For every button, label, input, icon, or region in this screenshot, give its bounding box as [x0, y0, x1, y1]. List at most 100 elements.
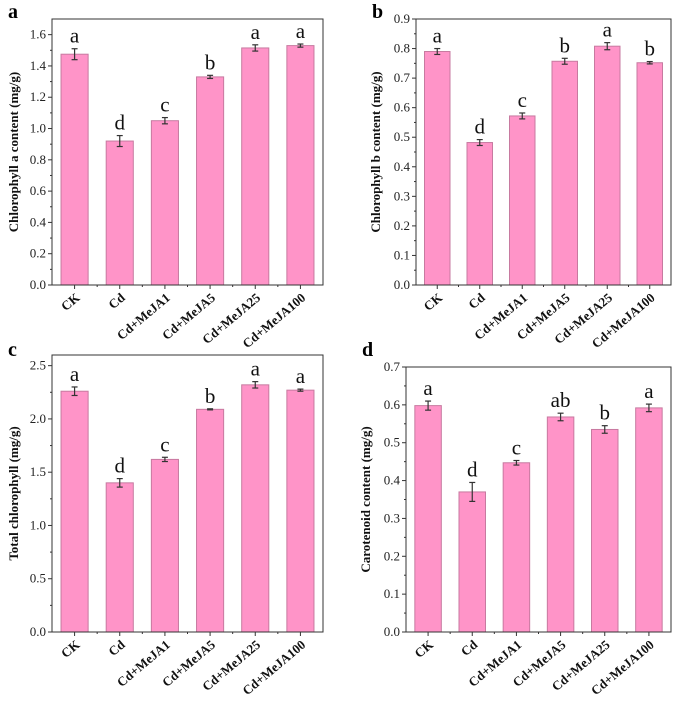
error-bar — [71, 386, 78, 397]
error-bar — [116, 477, 123, 488]
error-bar — [513, 459, 520, 466]
error-bar — [519, 112, 526, 120]
significance-letter: a — [70, 24, 80, 48]
plot-frame — [415, 18, 672, 286]
error-bar — [297, 43, 304, 48]
bar-CK — [414, 405, 442, 633]
y-tick-label: 1.6 — [30, 27, 47, 42]
panel-letter: d — [362, 339, 373, 361]
plot-frame — [405, 366, 672, 633]
significance-letter: a — [70, 362, 80, 386]
error-bar — [476, 138, 483, 147]
y-tick-label: 0.0 — [394, 277, 410, 292]
bar-Cd — [105, 482, 134, 633]
significance-letter: ab — [551, 388, 571, 412]
panel-letter: b — [372, 1, 383, 23]
significance-letter: b — [205, 384, 216, 408]
panel-c: caCKdCdcCd+MeJA1bCd+MeJA5aCd+MeJA25aCd+M… — [6, 339, 324, 698]
error-bar — [604, 42, 611, 51]
y-axis-label: Total chlorophyll (mg/g) — [6, 426, 21, 560]
error-bar — [601, 425, 608, 434]
error-bar — [434, 47, 441, 56]
y-tick-label: 0.1 — [384, 586, 400, 601]
significance-letter: c — [160, 93, 169, 117]
y-tick-label: 0.5 — [394, 129, 410, 144]
bar-Cd+MeJA100 — [635, 407, 663, 633]
error-bar — [207, 408, 214, 411]
bar-CK — [60, 390, 89, 633]
y-tick-label: 0.5 — [384, 435, 400, 450]
y-tick-label: 0.7 — [384, 359, 401, 374]
y-tick-label: 0.8 — [30, 152, 46, 167]
y-tick-label: 0.0 — [30, 624, 46, 639]
error-bar — [71, 48, 78, 61]
significance-letter: a — [296, 19, 306, 43]
y-tick-label: 0.7 — [394, 70, 411, 85]
y-tick-label: 0.5 — [30, 571, 46, 586]
significance-letter: d — [475, 115, 486, 139]
y-tick-label: 0.0 — [384, 624, 400, 639]
y-tick-label: 0.0 — [30, 277, 46, 292]
error-bar — [207, 74, 214, 80]
significance-letter: a — [296, 364, 306, 388]
significance-letter: b — [560, 33, 571, 57]
panel-a: aaCKdCdcCd+MeJA1bCd+MeJA5aCd+MeJA25aCd+M… — [6, 1, 324, 351]
error-bar — [161, 116, 168, 125]
bar-Cd+MeJA1 — [502, 462, 531, 633]
error-bar — [425, 400, 432, 411]
y-tick-label: 1.5 — [30, 464, 46, 479]
panel-d: daCKdCdcCd+MeJA1abCd+MeJA5bCd+MeJA25aCd+… — [358, 339, 672, 698]
y-tick-label: 0.6 — [30, 183, 47, 198]
bar-Cd+MeJA1 — [150, 458, 179, 633]
x-tick-label: Cd — [105, 289, 128, 312]
significance-letter: a — [603, 18, 613, 42]
y-tick-label: 0.2 — [384, 548, 400, 563]
bar-Cd+MeJA100 — [636, 62, 663, 286]
significance-letter: a — [423, 376, 433, 400]
error-bar — [161, 456, 168, 463]
bar-Cd+MeJA5 — [546, 416, 575, 633]
y-axis-label: Carotenoid content (mg/g) — [358, 426, 373, 572]
panel-letter: a — [8, 1, 18, 23]
bar-Cd — [458, 491, 486, 633]
panel-b: baCKdCdcCd+MeJA1bCd+MeJA5aCd+MeJA25bCd+M… — [368, 1, 672, 351]
significance-letter: a — [251, 357, 261, 381]
error-bar — [252, 381, 259, 389]
y-tick-label: 0.3 — [394, 188, 410, 203]
y-tick-label: 0.2 — [394, 218, 410, 233]
significance-letter: c — [512, 436, 521, 460]
error-bar — [557, 412, 564, 422]
bar-Cd+MeJA25 — [591, 428, 619, 633]
bar-Cd+MeJA25 — [241, 384, 270, 633]
error-bar — [561, 57, 568, 65]
x-tick-label: CK — [58, 289, 83, 314]
y-tick-label: 1.4 — [30, 58, 47, 73]
plot-frame — [51, 18, 324, 286]
error-bar — [297, 388, 304, 392]
bar-Cd+MeJA1 — [150, 120, 179, 286]
significance-letter: b — [645, 37, 656, 61]
x-tick-label: CK — [58, 636, 83, 661]
y-tick-label: 0.4 — [30, 214, 47, 229]
significance-letter: b — [205, 50, 216, 74]
bar-Cd+MeJA5 — [196, 408, 225, 633]
significance-letter: a — [433, 24, 443, 48]
significance-letter: d — [115, 454, 126, 478]
y-axis-label: Chlorophyll b content (mg/g) — [368, 71, 383, 232]
x-tick-label: Cd — [105, 636, 128, 659]
bar-Cd+MeJA25 — [594, 45, 621, 286]
y-tick-label: 0.6 — [384, 397, 401, 412]
y-tick-label: 0.9 — [394, 11, 410, 26]
error-bar — [469, 481, 476, 502]
y-tick-label: 1.0 — [30, 121, 46, 136]
bar-Cd+MeJA1 — [509, 115, 536, 286]
error-bar — [646, 60, 653, 65]
y-tick-label: 1.0 — [30, 517, 46, 532]
error-bar — [252, 44, 259, 52]
y-tick-label: 2.5 — [30, 358, 46, 373]
bar-CK — [60, 53, 89, 286]
significance-letter: d — [115, 111, 126, 135]
y-tick-label: 0.8 — [394, 41, 410, 56]
y-tick-label: 0.4 — [384, 473, 401, 488]
